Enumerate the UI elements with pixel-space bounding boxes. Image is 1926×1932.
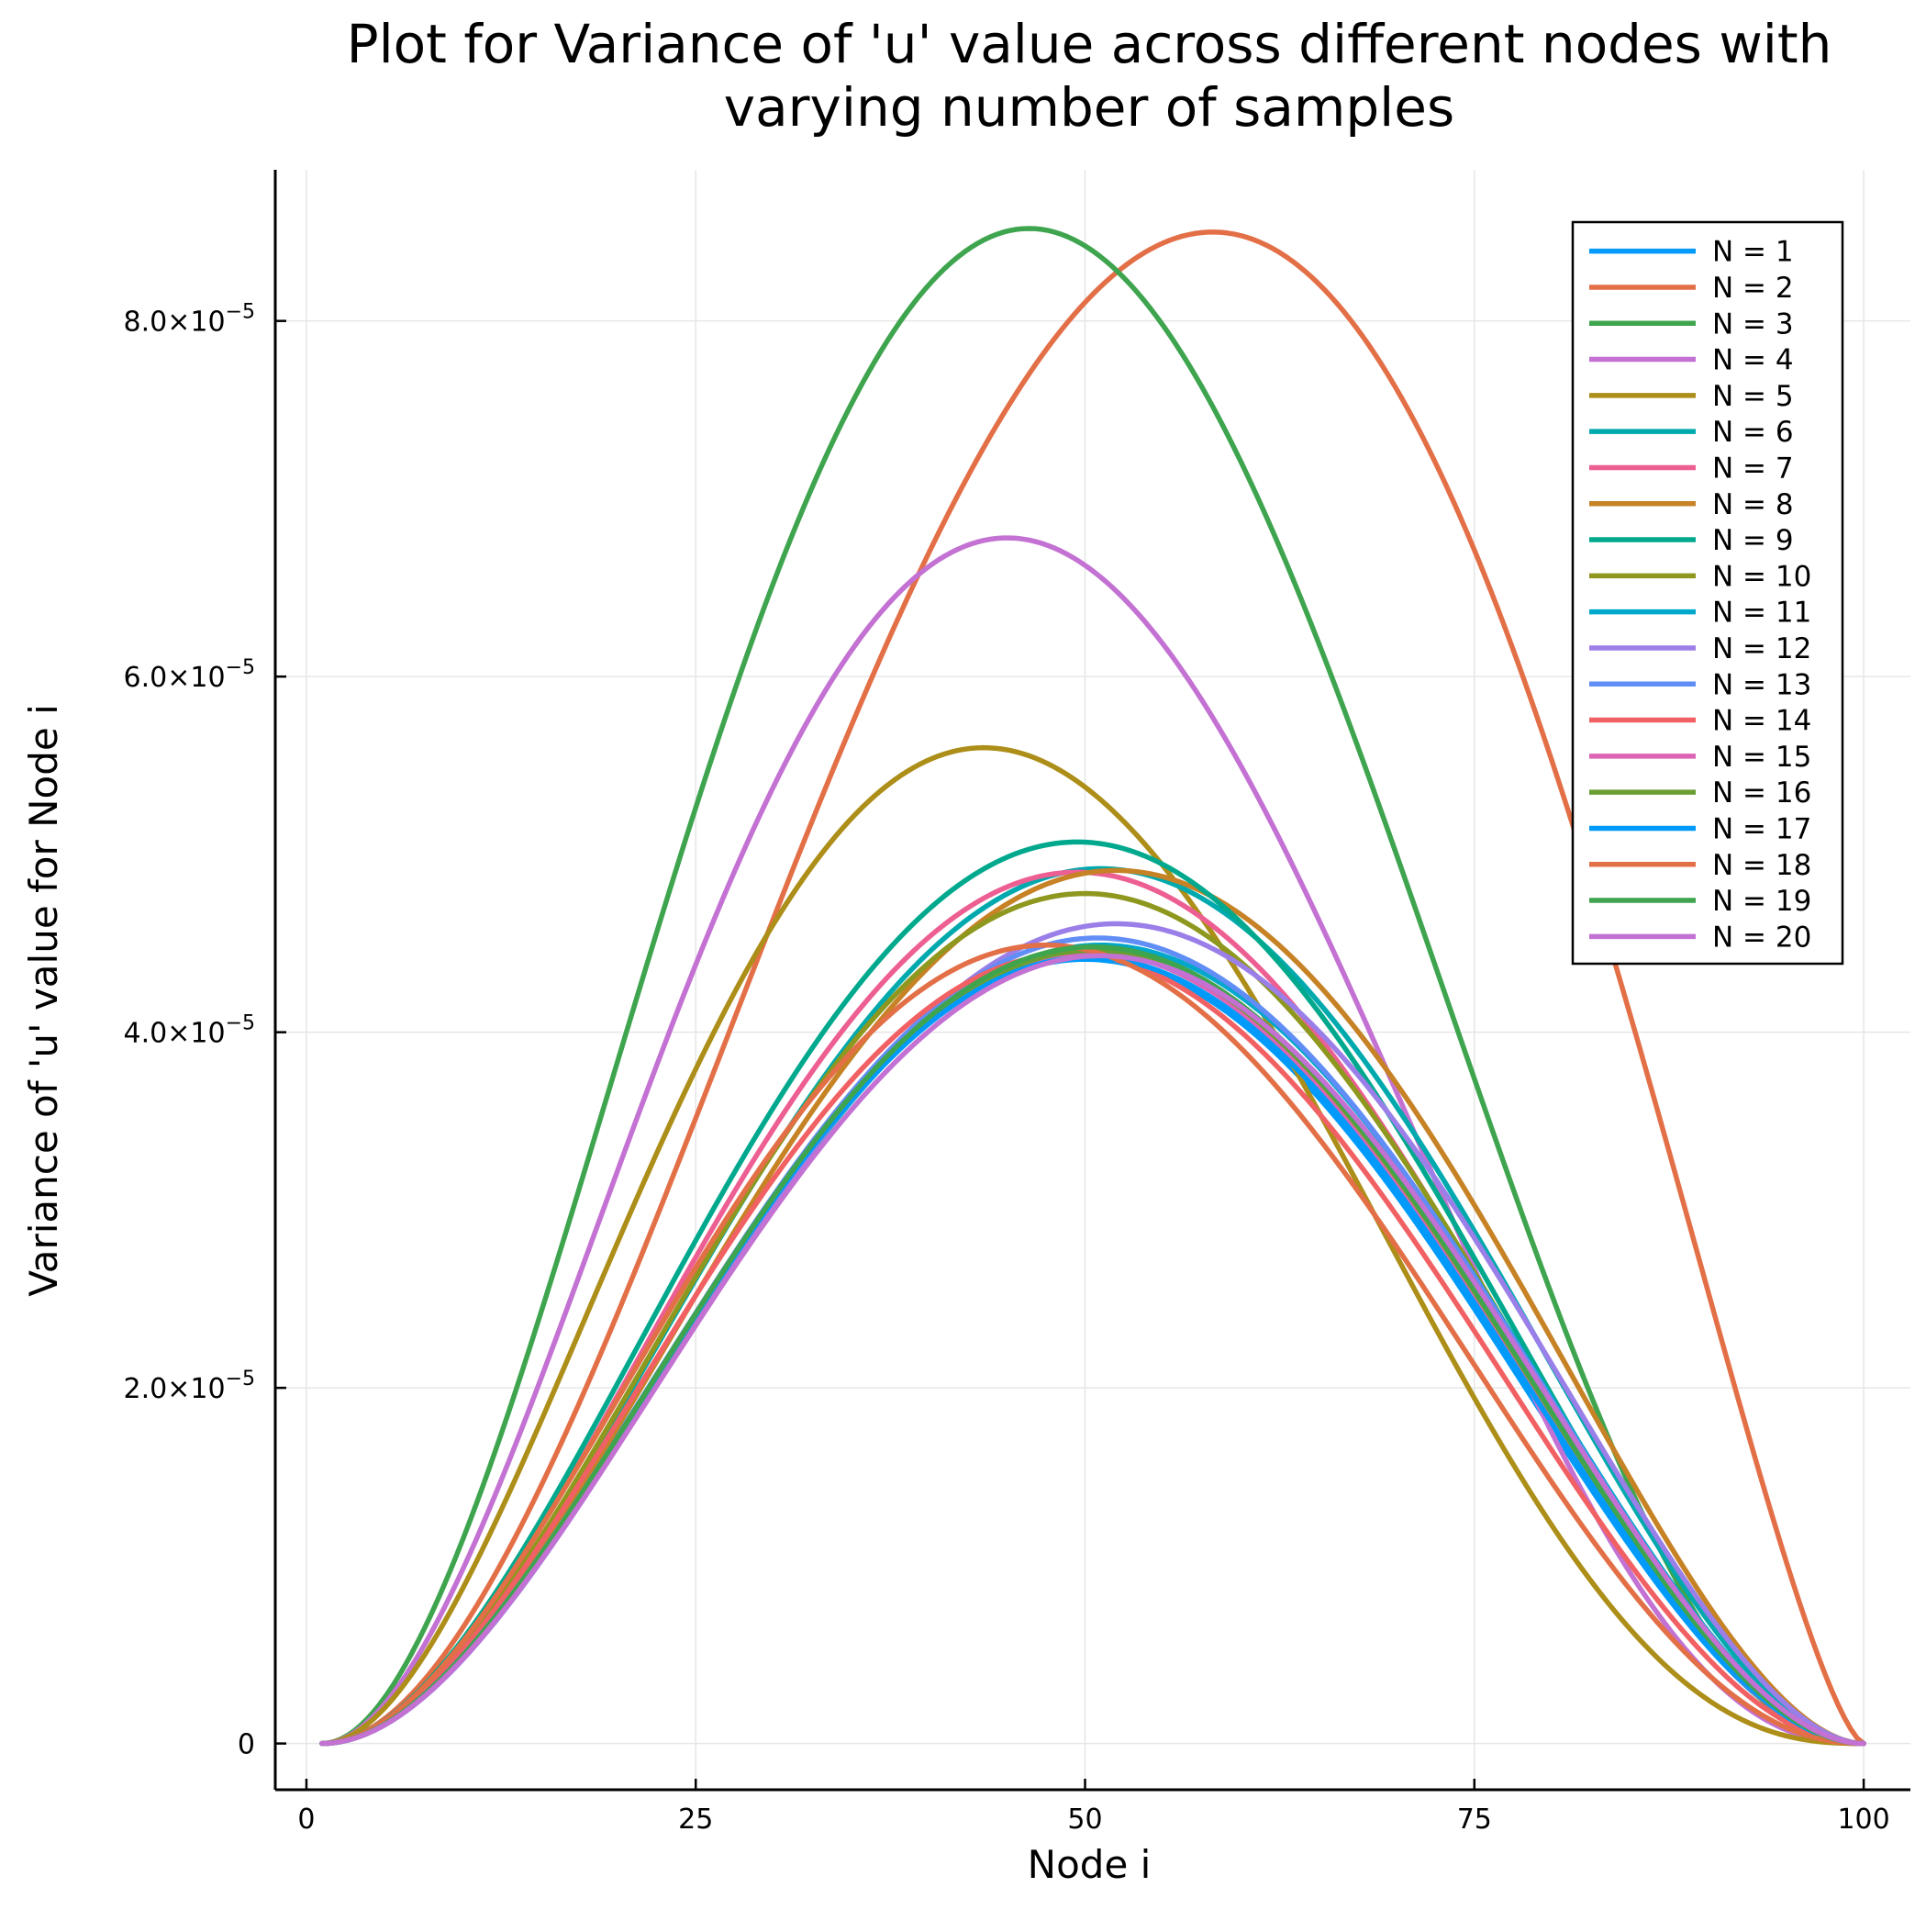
legend-label-19: N = 19 [1712,885,1811,918]
legend-label-15: N = 15 [1712,741,1811,774]
chart-title-line-2: varying number of samples [724,76,1454,139]
y-tick-label-4: 8.0×10−5 [124,301,255,339]
x-tick-label-4: 100 [1837,1804,1889,1836]
legend-label-1: N = 1 [1712,236,1794,269]
chart-title-line-1: Plot for Variance of 'u' value across di… [347,13,1832,75]
x-tick-label-3: 75 [1457,1804,1492,1836]
legend-label-16: N = 16 [1712,776,1811,810]
legend-label-17: N = 17 [1712,812,1811,845]
y-tick-label-1: 2.0×10−5 [124,1368,255,1405]
x-tick-label-2: 50 [1067,1804,1102,1836]
x-tick-label-0: 0 [297,1804,315,1836]
y-tick-label-2: 4.0×10−5 [124,1012,255,1050]
legend-label-3: N = 3 [1712,307,1794,341]
legend-label-13: N = 13 [1712,668,1811,701]
chart-title: Plot for Variance of 'u' value across di… [347,13,1832,139]
series-line-5 [319,744,1866,1747]
series-line-18 [319,942,1866,1747]
legend-label-11: N = 11 [1712,597,1811,630]
legend-label-6: N = 6 [1712,416,1794,449]
x-axis-label: Node i [1028,1842,1152,1887]
legend: N = 1N = 2N = 3N = 4N = 5N = 6N = 7N = 8… [1571,220,1844,966]
legend-label-8: N = 8 [1712,488,1794,521]
legend-label-14: N = 14 [1712,705,1811,738]
series-line-8 [319,867,1866,1747]
legend-label-10: N = 10 [1712,560,1811,593]
legend-label-9: N = 9 [1712,524,1794,557]
series-line-19 [319,944,1866,1747]
axes: 0 25 50 75 100 0 2.0×10−5 4.0×10−5 6.0×10−5 8.0×1… [124,170,1910,1836]
y-axis-label: Variance of 'u' value for Node i [21,704,66,1296]
legend-label-4: N = 4 [1712,344,1794,377]
series-group [319,226,1866,1747]
legend-label-2: N = 2 [1712,272,1794,305]
legend-label-18: N = 18 [1712,849,1811,882]
legend-label-5: N = 5 [1712,380,1794,413]
legend-label-20: N = 20 [1712,921,1811,954]
y-tick-label-0: 0 [238,1729,255,1761]
x-tick-label-1: 25 [678,1804,713,1836]
legend-box [1571,220,1844,966]
series-line-20 [319,953,1866,1747]
legend-label-7: N = 7 [1712,452,1794,485]
legend-label-12: N = 12 [1712,632,1811,665]
y-tick-label-3: 6.0×10−5 [124,656,255,694]
